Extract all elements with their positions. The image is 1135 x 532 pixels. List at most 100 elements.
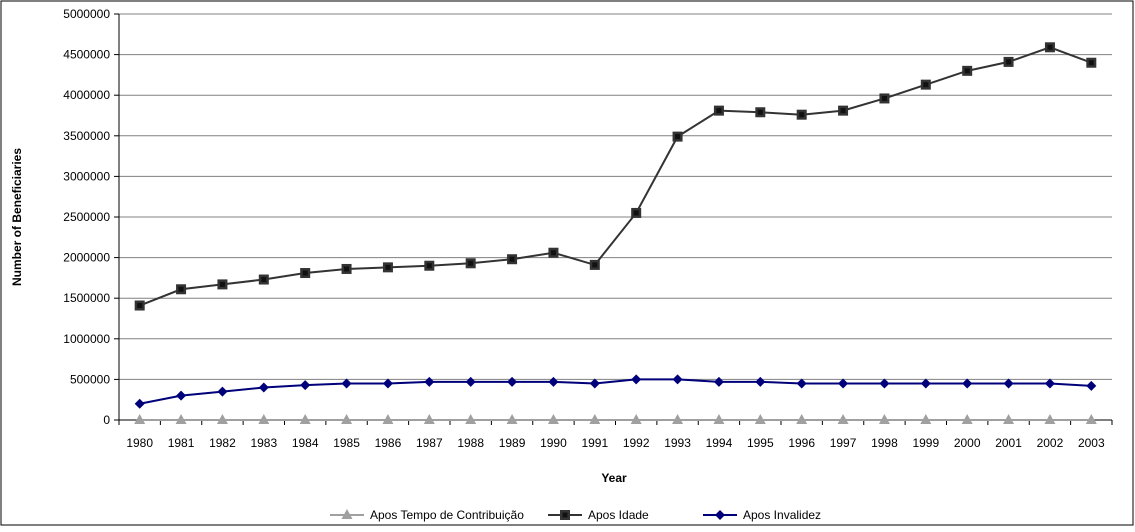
data-point: [547, 414, 559, 424]
y-tick-labels: 0 500000 1000000 1500000 2000000 2500000 30000…: [63, 7, 110, 427]
data-point-inner: [550, 250, 556, 256]
data-point: [258, 414, 270, 424]
x-tick-label: 1995: [747, 436, 774, 450]
x-tick-label: 2003: [1078, 436, 1105, 450]
legend-label-0: Apos Tempo de Contribuição: [370, 508, 524, 522]
data-point: [1003, 378, 1014, 389]
data-point-inner: [881, 95, 887, 101]
x-tick-label: 1983: [250, 436, 277, 450]
series-line-1: [139, 46, 1092, 307]
data-point: [548, 247, 559, 258]
data-point: [382, 414, 394, 424]
data-point-inner: [509, 256, 515, 262]
data-point-inner: [468, 260, 474, 266]
legend-marker-2: [715, 510, 725, 520]
x-tick-label: 1994: [706, 436, 733, 450]
data-point-inner: [426, 263, 432, 269]
data-point: [1085, 414, 1097, 424]
data-point: [300, 380, 311, 391]
y-tick-label: 0: [103, 413, 110, 427]
data-point: [258, 382, 269, 393]
data-point-inner: [923, 82, 929, 88]
data-point: [1086, 380, 1097, 391]
data-point-inner: [799, 112, 805, 118]
data-point-inner: [219, 281, 225, 287]
x-tick-label: 1996: [788, 436, 815, 450]
y-tick-label: 2000000: [63, 251, 110, 265]
data-point: [1003, 56, 1014, 67]
x-tick-label: 1987: [416, 436, 443, 450]
data-point: [176, 284, 187, 295]
data-point: [258, 274, 269, 285]
data-point-inner: [178, 286, 184, 292]
data-point-inner: [261, 277, 267, 283]
x-tick-label: 1989: [499, 436, 526, 450]
data-point: [879, 93, 890, 104]
data-point-inner: [757, 109, 763, 115]
data-point-inner: [137, 303, 143, 309]
series-0: [134, 414, 1097, 424]
data-point: [341, 263, 352, 274]
data-point-inner: [964, 68, 970, 74]
data-point: [1044, 414, 1056, 424]
legend-label-1: Apos Idade: [588, 508, 649, 522]
legend-marker-0: [341, 509, 353, 519]
x-tick-label: 2000: [954, 436, 981, 450]
x-tick-label: 1997: [830, 436, 857, 450]
data-point-inner: [385, 264, 391, 270]
data-point: [631, 207, 642, 218]
x-tick-label: 1991: [581, 436, 608, 450]
data-point-inner: [1006, 59, 1012, 65]
x-tick-label: 1990: [540, 436, 567, 450]
series-1: [134, 42, 1097, 311]
x-tick-label: 2002: [1037, 436, 1064, 450]
legend-item-2: Apos Invalidez: [703, 508, 821, 522]
y-tick-label: 3000000: [63, 169, 110, 183]
x-tick-label: 2001: [995, 436, 1022, 450]
data-point: [548, 376, 559, 387]
x-axis-label: Year: [601, 471, 627, 485]
x-tick-label: 1992: [623, 436, 650, 450]
data-point: [175, 414, 187, 424]
data-point: [299, 414, 311, 424]
data-point: [341, 414, 353, 424]
data-point: [962, 65, 973, 76]
data-point: [589, 414, 601, 424]
data-point: [961, 414, 973, 424]
y-axis-label: Number of Beneficiaries: [10, 148, 24, 286]
data-point: [424, 376, 435, 387]
data-point: [838, 378, 849, 389]
y-tick-label: 2500000: [63, 210, 110, 224]
data-point-inner: [1047, 44, 1053, 50]
y-tick-label: 3500000: [63, 129, 110, 143]
data-point: [1003, 414, 1015, 424]
data-point: [672, 414, 684, 424]
y-tick-label: 1500000: [63, 291, 110, 305]
data-point: [382, 378, 393, 389]
x-tick-label: 1986: [375, 436, 402, 450]
data-point: [216, 414, 228, 424]
data-point: [837, 414, 849, 424]
data-point: [672, 374, 683, 385]
data-point: [1086, 57, 1097, 68]
data-point-inner: [633, 210, 639, 216]
data-point: [465, 414, 477, 424]
data-point: [713, 414, 725, 424]
data-point: [755, 107, 766, 118]
data-point: [878, 414, 890, 424]
data-point: [507, 254, 518, 265]
legend-marker-1: [560, 510, 570, 520]
data-point: [631, 374, 642, 385]
y-tick-label: 4500000: [63, 48, 110, 62]
data-point: [341, 378, 352, 389]
x-tick-label: 1980: [126, 436, 153, 450]
grid-lines: [119, 13, 1112, 380]
data-point: [962, 378, 973, 389]
x-tick-label: 1993: [664, 436, 691, 450]
data-point-inner: [302, 270, 308, 276]
legend-item-1: Apos Idade: [548, 508, 649, 522]
data-point: [300, 268, 311, 279]
x-tick-label: 1984: [292, 436, 319, 450]
legend-item-0: Apos Tempo de Contribuição: [330, 508, 524, 522]
